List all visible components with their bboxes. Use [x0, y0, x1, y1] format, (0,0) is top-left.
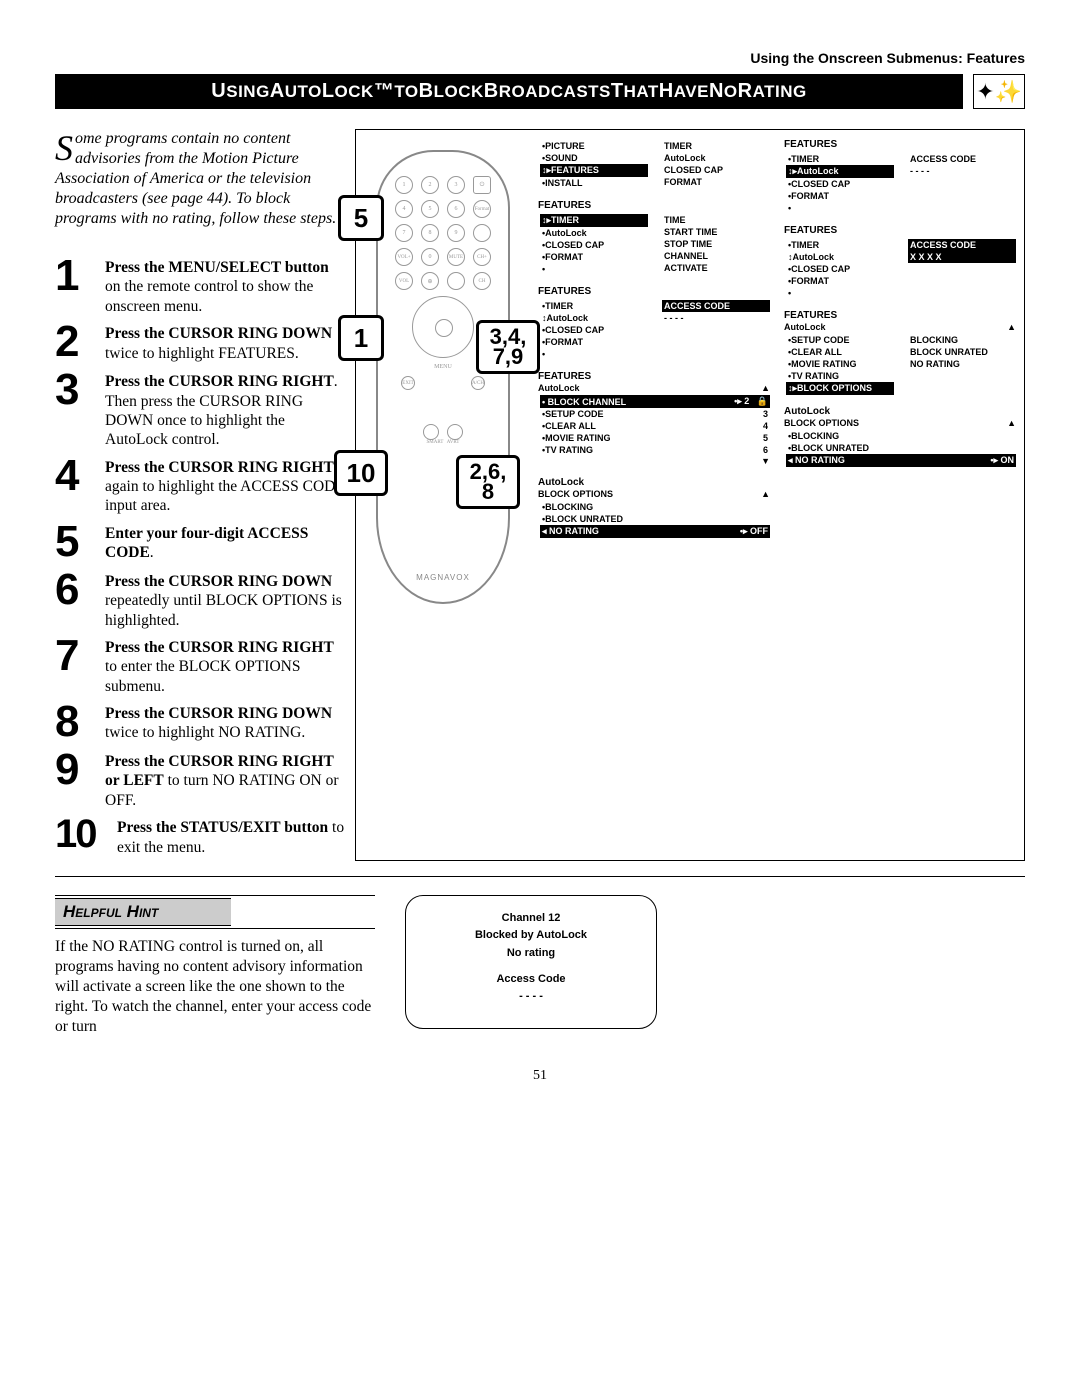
step-number: 7	[55, 634, 105, 696]
hint-line-4: Access Code	[416, 971, 646, 989]
callout-268: 2,6,8	[456, 455, 520, 509]
callout-5: 5	[338, 195, 384, 241]
step-number: 1	[55, 254, 105, 316]
steps-list: 1Press the MENU/SELECT button on the rem…	[55, 254, 345, 857]
step-4: 4Press the CURSOR RING RIGHT again to hi…	[55, 454, 345, 516]
osd-features-timer: FEATURES ↕▸TIMERAutoLockCLOSED CAPFORMAT…	[536, 199, 770, 275]
breadcrumb: Using the Onscreen Submenus: Features	[55, 50, 1025, 66]
osd-block-options-off: AutoLock BLOCK OPTIONS▲ BLOCKING BLOCK U…	[536, 476, 770, 538]
step-5: 5Enter your four-digit ACCESS CODE.	[55, 520, 345, 564]
page-number: 51	[55, 1068, 1025, 1084]
hint-title: Helpful Hint	[55, 898, 231, 926]
osd-access-code-entered: FEATURES TIMER↕AutoLockCLOSED CAPFORMAT …	[782, 224, 1016, 299]
step-text: Press the CURSOR RING RIGHT. Then press …	[105, 368, 345, 450]
hint-line-3: No rating	[416, 945, 646, 963]
step-text: Press the CURSOR RING DOWN twice to high…	[105, 320, 345, 364]
diagram-panel: 123⏻ 456Format 789 VOL+0MUTECH+ VOL⊕CH M…	[355, 129, 1025, 861]
osd-autolock-block-channel: FEATURES AutoLock▲ • BLOCK CHANNEL•▸ 2 🔒…	[536, 370, 770, 466]
hint-line-1: Channel 12	[416, 910, 646, 928]
remote-illustration: 123⏻ 456Format 789 VOL+0MUTECH+ VOL⊕CH M…	[376, 150, 510, 604]
callout-10: 10	[334, 450, 388, 496]
step-text: Press the MENU/SELECT button on the remo…	[105, 254, 345, 316]
step-2: 2Press the CURSOR RING DOWN twice to hig…	[55, 320, 345, 364]
step-6: 6Press the CURSOR RING DOWN repeatedly u…	[55, 568, 345, 630]
step-7: 7Press the CURSOR RING RIGHT to enter th…	[55, 634, 345, 696]
osd-screens: PICTURESOUND↕▸FEATURESINSTALL TIMERAutoL…	[536, 138, 1016, 538]
step-text: Press the CURSOR RING DOWN twice to high…	[105, 700, 345, 744]
step-3: 3Press the CURSOR RING RIGHT. Then press…	[55, 368, 345, 450]
step-text: Press the CURSOR RING DOWN repeatedly un…	[105, 568, 345, 630]
step-text: Press the CURSOR RING RIGHT or LEFT to t…	[105, 748, 345, 810]
step-text: Press the STATUS/EXIT button to exit the…	[117, 814, 345, 857]
step-10: 10Press the STATUS/EXIT button to exit t…	[55, 814, 345, 857]
callout-1: 1	[338, 315, 384, 361]
step-number: 6	[55, 568, 105, 630]
step-number: 4	[55, 454, 105, 516]
hint-screen-box: Channel 12 Blocked by AutoLock No rating…	[405, 895, 657, 1029]
osd-access-code-blank: FEATURES TIMER↕AutoLockCLOSED CAPFORMAT …	[536, 285, 770, 360]
step-text: Enter your four-digit ACCESS CODE.	[105, 520, 345, 564]
step-number: 3	[55, 368, 105, 450]
hint-text: If the NO RATING control is turned on, a…	[55, 937, 375, 1038]
osd-main-menu: PICTURESOUND↕▸FEATURESINSTALL TIMERAutoL…	[536, 138, 770, 189]
dropcap: S	[55, 133, 73, 164]
intro-body: ome programs contain no content advisori…	[55, 130, 336, 227]
step-number: 8	[55, 700, 105, 744]
osd-autolock-block-options: FEATURES AutoLock▲ SETUP CODE CLEAR ALL …	[782, 309, 1016, 395]
step-8: 8Press the CURSOR RING DOWN twice to hig…	[55, 700, 345, 744]
step-number: 9	[55, 748, 105, 810]
step-9: 9Press the CURSOR RING RIGHT or LEFT to …	[55, 748, 345, 810]
osd-features-autolock: FEATURES TIMER↕▸AutoLockCLOSED CAPFORMAT…	[782, 138, 1016, 214]
intro-text: Some programs contain no content advisor…	[55, 129, 345, 229]
callout-3479: 3,4,7,9	[476, 320, 540, 374]
step-number: 10	[55, 814, 117, 857]
remote-brand: MAGNAVOX	[378, 573, 508, 582]
step-text: Press the CURSOR RING RIGHT to enter the…	[105, 634, 345, 696]
hint-line-5: - - - -	[416, 988, 646, 1006]
osd-block-options-on: AutoLock BLOCK OPTIONS▲ BLOCKING BLOCK U…	[782, 405, 1016, 467]
hint-line-2: Blocked by AutoLock	[416, 927, 646, 945]
lock-star-icon: ✦✨	[973, 74, 1025, 109]
step-number: 2	[55, 320, 105, 364]
page-title: USING AUTOLOCK™ TO BLOCK BROADCASTS THAT…	[55, 74, 963, 109]
title-row: USING AUTOLOCK™ TO BLOCK BROADCASTS THAT…	[55, 74, 1025, 109]
step-1: 1Press the MENU/SELECT button on the rem…	[55, 254, 345, 316]
step-text: Press the CURSOR RING RIGHT again to hig…	[105, 454, 345, 516]
step-number: 5	[55, 520, 105, 564]
